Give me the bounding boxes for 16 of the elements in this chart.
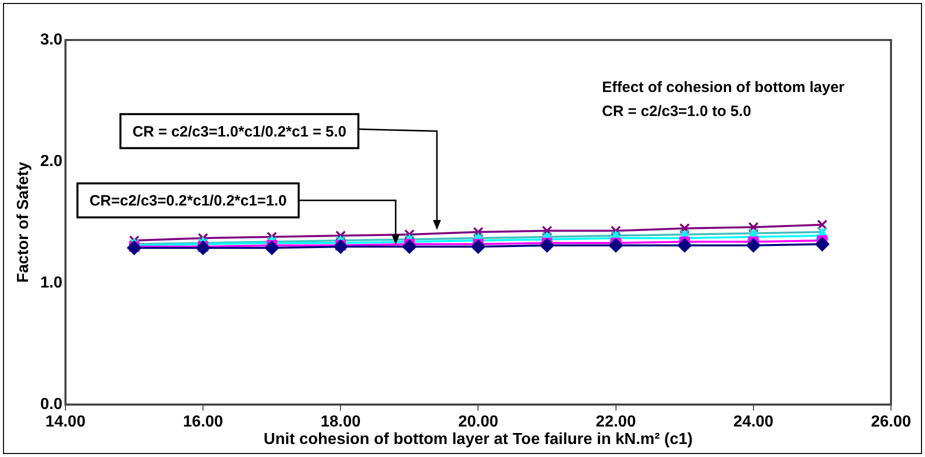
x-tick-label: 24.00	[733, 414, 774, 431]
y-tick-label: 0.0	[40, 396, 63, 414]
x-tick-label: 22.00	[596, 414, 636, 431]
x-tick-label: 20.00	[458, 414, 498, 431]
annotation: CR=c2/c3=0.2*c1/0.2*c1=1.0	[89, 192, 287, 210]
y-tick-label: 3.0	[40, 31, 63, 48]
x-tick-label: 18.00	[320, 414, 361, 431]
y-tick-label: 2.0	[40, 152, 63, 170]
x-tick-label: 26.00	[870, 414, 912, 431]
y-tick-label: 1.0	[40, 274, 63, 292]
x-tick-label: 14.00	[45, 414, 86, 431]
x-axis-title: Unit cohesion of bottom layer at Toe failure in kN.m² (c1)	[264, 430, 693, 448]
annotation: Effect of cohesion of bottom layer CR = c2/c3=1.0 to 5.0	[602, 79, 845, 120]
x-tick-label: 16.00	[183, 414, 224, 431]
y-axis-title: Factor of Safety	[15, 162, 32, 283]
annotation: CR = c2/c3=1.0*c1/0.2*c1 = 5.0	[132, 123, 346, 140]
